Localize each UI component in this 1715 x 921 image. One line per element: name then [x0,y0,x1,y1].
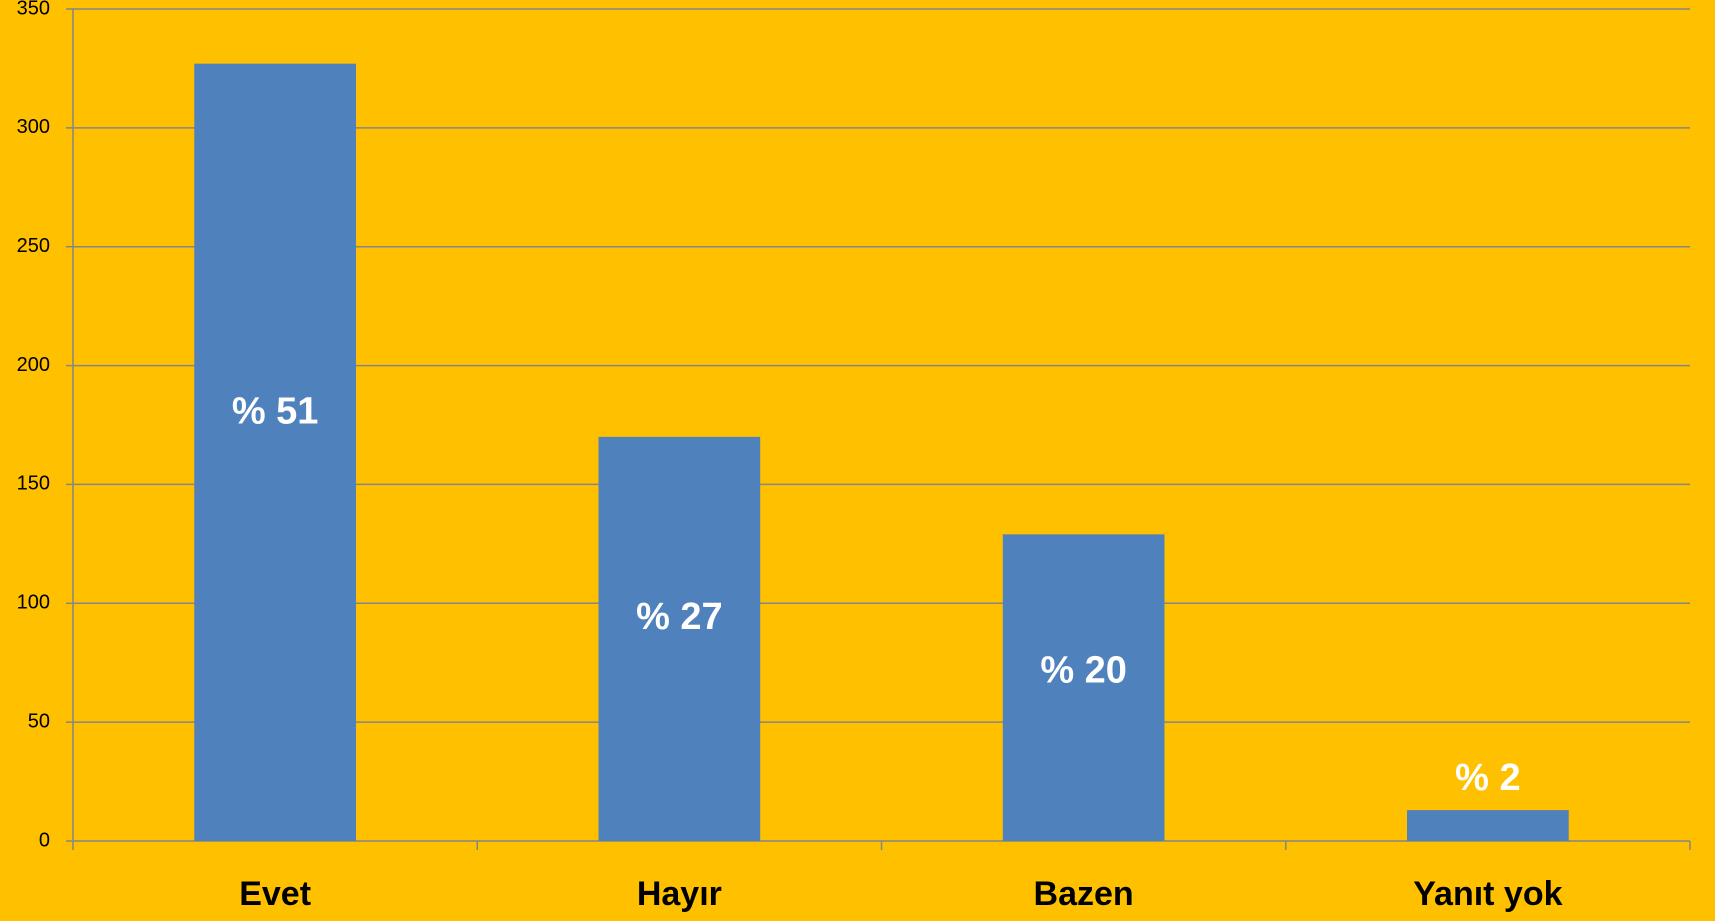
data-label: % 20 [1040,649,1127,691]
x-tick-label: Bazen [1034,875,1134,913]
y-tick-label: 50 [28,710,50,732]
y-tick-label: 300 [17,116,50,138]
data-label: % 2 [1455,757,1520,799]
bar [1407,810,1569,841]
x-tick-label: Hayır [637,875,722,913]
bar [194,63,356,841]
y-tick-label: 350 [17,0,50,19]
y-tick-label: 100 [17,592,50,614]
data-label: % 27 [636,596,723,638]
y-tick-label: 0 [39,829,50,851]
y-tick-label: 250 [17,235,50,257]
y-tick-label: 200 [17,354,50,376]
data-label: % 51 [232,391,319,433]
bar [598,436,761,841]
x-tick-label: Evet [239,875,311,913]
y-tick-label: 150 [17,473,50,495]
x-tick-label: Yanıt yok [1413,875,1562,913]
bar [1002,534,1165,841]
